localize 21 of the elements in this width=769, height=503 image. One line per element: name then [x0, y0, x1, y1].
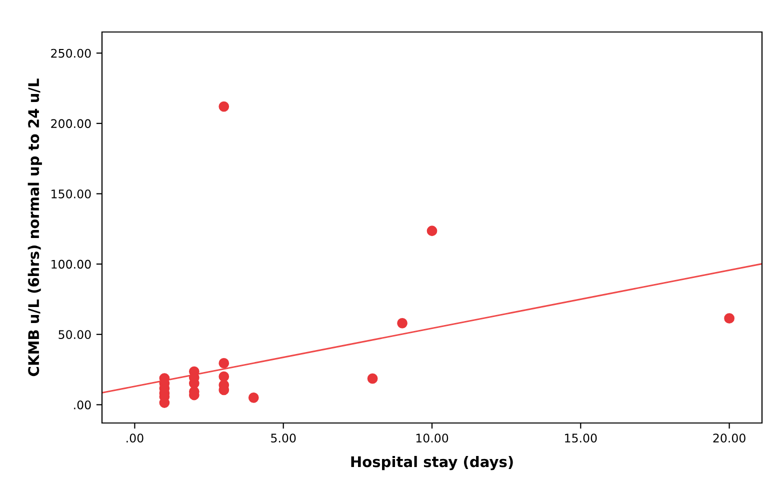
y-tick-label: 50.00 — [58, 330, 91, 340]
x-tick-label: 5.00 — [271, 434, 296, 443]
y-tick-label: 150.00 — [52, 189, 91, 198]
x-tick-label: 20.00 — [713, 434, 746, 443]
x-tick-label: 10.00 — [416, 434, 448, 443]
point — [218, 101, 230, 112]
x-tick-label: 15.00 — [565, 434, 597, 443]
y-tick-label: 200.00 — [51, 119, 91, 128]
point — [426, 226, 438, 236]
point — [218, 358, 230, 368]
y-axis-title: CKMB u/L (6hrs) normal up to 24 u/L — [28, 78, 42, 376]
x-axis-title: Hospital stay (days) — [351, 456, 513, 470]
point — [367, 373, 378, 384]
point — [724, 313, 734, 324]
y-tick-label: 100.00 — [52, 260, 91, 269]
point — [248, 392, 259, 403]
point — [218, 371, 230, 382]
y-tick-label: .00 — [74, 400, 91, 410]
point — [397, 318, 408, 328]
x-tick-label: .00 — [126, 434, 144, 443]
y-tick-label: 250.00 — [51, 48, 91, 58]
